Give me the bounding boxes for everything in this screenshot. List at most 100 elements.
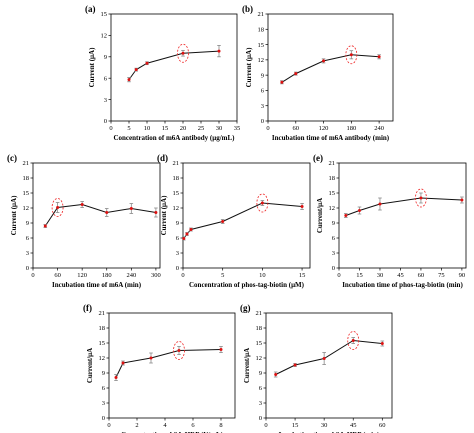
x-tick-label: 0 [31,272,34,279]
y-tick-label: 21 [99,310,106,317]
y-tick-label: 3 [104,97,107,104]
y-tick-label: 6 [332,235,336,242]
y-tick-label: 12 [256,355,263,362]
x-tick-label: 0 [337,272,340,279]
panel-label: (c) [7,153,17,163]
y-tick-label: 9 [26,220,29,227]
plot-frame [267,13,394,122]
x-tick-label: 60 [379,422,386,429]
x-tick-label: 0 [266,125,269,132]
series-line [281,54,380,83]
panel-label: (d) [157,153,168,163]
x-tick-label: 240 [374,125,384,132]
data-point [219,348,223,351]
x-tick-label: 30 [216,125,223,132]
data-point [460,198,464,202]
data-point [349,53,353,57]
chart-panel-g: 0 15 30 45 60 0 3 6 9 12 15 18 21 Incubation time of … [240,303,393,433]
x-tick-label: 0 [181,272,184,279]
y-axis-label: Current/μA [316,198,324,233]
data-point [419,196,423,200]
data-point [322,357,326,360]
optimum-highlight-ellipse [177,43,189,63]
x-tick-label: 10 [259,272,266,279]
plot-frame [108,312,236,419]
x-tick-label: 240 [126,272,136,279]
x-tick-label: 15 [292,422,299,429]
data-point [357,209,361,212]
plot-frame [265,312,393,419]
panel-label: (a) [85,4,96,14]
y-tick-label: 9 [332,220,335,227]
x-tick-label: 300 [151,272,161,279]
x-tick-label: 8 [219,422,222,429]
x-axis-label: Incubation time of phos-tag-biotin (min) [342,281,463,289]
series-line [275,339,383,375]
x-tick-label: 20 [180,125,187,132]
y-tick-label: 15 [256,340,263,347]
data-point [80,203,84,206]
data-point [260,201,264,205]
data-point [377,55,381,59]
data-point [351,339,355,342]
chart-panel-c: 0 60 120 180 240 300 0 3 6 9 12 15 18 21 Incubation ti… [7,153,161,289]
x-tick-label: 10 [144,125,151,132]
x-axis-label: Incubation time of SA-HRP (min) [279,431,380,433]
series-line [44,203,156,227]
y-tick-label: 21 [256,310,263,317]
y-tick-label: 3 [26,250,29,257]
y-tick-label: 21 [258,11,265,18]
chart-panel-f: 0 2 4 6 8 0 3 6 9 12 15 18 21 Concentration of SA-HRP… [83,303,236,433]
x-tick-label: 5 [221,272,224,279]
x-tick-label: 35 [234,125,241,132]
y-tick-label: 9 [176,220,179,227]
y-tick-label: 15 [23,190,30,197]
optimum-highlight-ellipse [256,193,269,213]
y-tick-label: 15 [99,340,106,347]
data-point [185,232,189,236]
y-tick-label: 9 [261,72,264,79]
x-tick-label: 15 [162,125,169,132]
y-tick-label: 0 [259,415,262,422]
x-tick-label: 5 [127,125,130,132]
data-point [344,214,348,217]
y-tick-label: 21 [329,160,336,167]
y-tick-label: 3 [102,400,105,407]
y-tick-label: 0 [332,265,335,272]
plot-frame [32,162,161,269]
x-axis-label: Concentration of SA-HRP (U/mL) [121,431,224,433]
x-tick-label: 30 [377,272,384,279]
optimum-highlight-ellipse [345,45,358,65]
x-tick-label: 120 [319,125,329,132]
y-tick-label: 12 [329,205,336,212]
y-tick-label: 18 [256,325,263,332]
y-tick-label: 6 [259,385,263,392]
x-tick-label: 4 [163,422,167,429]
x-tick-label: 75 [438,272,445,279]
series-line [345,197,462,216]
panel-label: (f) [83,303,92,313]
y-tick-label: 21 [173,160,180,167]
y-tick-label: 18 [173,175,180,182]
data-point [293,363,297,367]
data-point [300,205,304,208]
y-tick-label: 6 [102,385,106,392]
y-tick-label: 18 [99,325,106,332]
data-point [182,237,186,240]
data-point [149,356,153,360]
y-tick-label: 3 [261,103,264,110]
chart-panel-a: 0 5 10 15 20 25 30 35 0 3 6 9 12 15 Concentration of m… [85,4,240,142]
x-tick-label: 0 [107,422,110,429]
x-tick-label: 120 [77,272,87,279]
data-point [294,72,298,76]
y-tick-label: 15 [329,190,336,197]
data-point [189,228,193,231]
x-axis-label: Concentration of phos-tag-biotin (μM) [189,281,305,289]
data-point [378,202,382,206]
x-axis-label: Incubation time of m6A (min) [52,281,142,289]
y-tick-label: 15 [101,11,108,18]
panel-label: (g) [240,303,251,313]
y-tick-label: 18 [329,175,336,182]
x-tick-label: 2 [135,422,138,429]
y-tick-label: 0 [261,118,264,125]
